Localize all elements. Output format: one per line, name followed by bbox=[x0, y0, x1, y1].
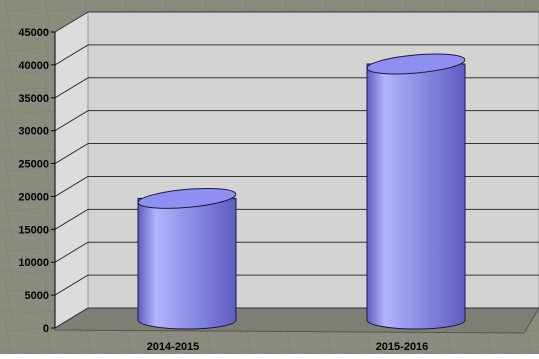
bar-body bbox=[137, 197, 237, 330]
x-axis: 2014-2015 2015-2016 bbox=[147, 341, 429, 353]
y-tick-label: 30000 bbox=[18, 126, 49, 138]
gridline-side bbox=[54, 307, 89, 329]
y-tick-label: 0 bbox=[43, 323, 49, 335]
gridline-side bbox=[54, 208, 89, 230]
side-wall bbox=[54, 11, 89, 329]
y-tick-label: 35000 bbox=[18, 93, 49, 105]
chart-walls bbox=[54, 11, 539, 334]
bar-2015-2016 bbox=[366, 53, 466, 330]
gridline-side bbox=[54, 241, 89, 263]
bar-2014-2015 bbox=[137, 187, 237, 330]
y-tick-label: 45000 bbox=[18, 27, 49, 39]
y-tick-label: 25000 bbox=[18, 159, 49, 171]
y-tick-label: 20000 bbox=[18, 191, 49, 203]
bar-body bbox=[366, 63, 466, 330]
y-tick-label: 5000 bbox=[25, 290, 49, 302]
gridline-side bbox=[54, 176, 89, 197]
y-tick-label: 40000 bbox=[18, 60, 49, 72]
bars bbox=[137, 53, 466, 330]
bar-top bbox=[137, 187, 237, 209]
gridline-side bbox=[54, 11, 89, 33]
x-tick-label: 2014-2015 bbox=[147, 341, 200, 353]
y-axis: 0 5000 10000 15000 20000 25000 30000 35000 40000… bbox=[18, 27, 56, 335]
x-tick-label: 2015-2016 bbox=[376, 341, 429, 353]
floor bbox=[54, 307, 539, 334]
gridline-side bbox=[54, 77, 89, 99]
gridline-side bbox=[54, 274, 89, 296]
gridline-side bbox=[54, 44, 89, 66]
gridline-side bbox=[54, 143, 89, 164]
bar-top bbox=[366, 53, 466, 75]
y-tick-label: 10000 bbox=[18, 257, 49, 269]
gridline-side bbox=[54, 110, 89, 132]
y-tick-label: 15000 bbox=[18, 224, 49, 236]
